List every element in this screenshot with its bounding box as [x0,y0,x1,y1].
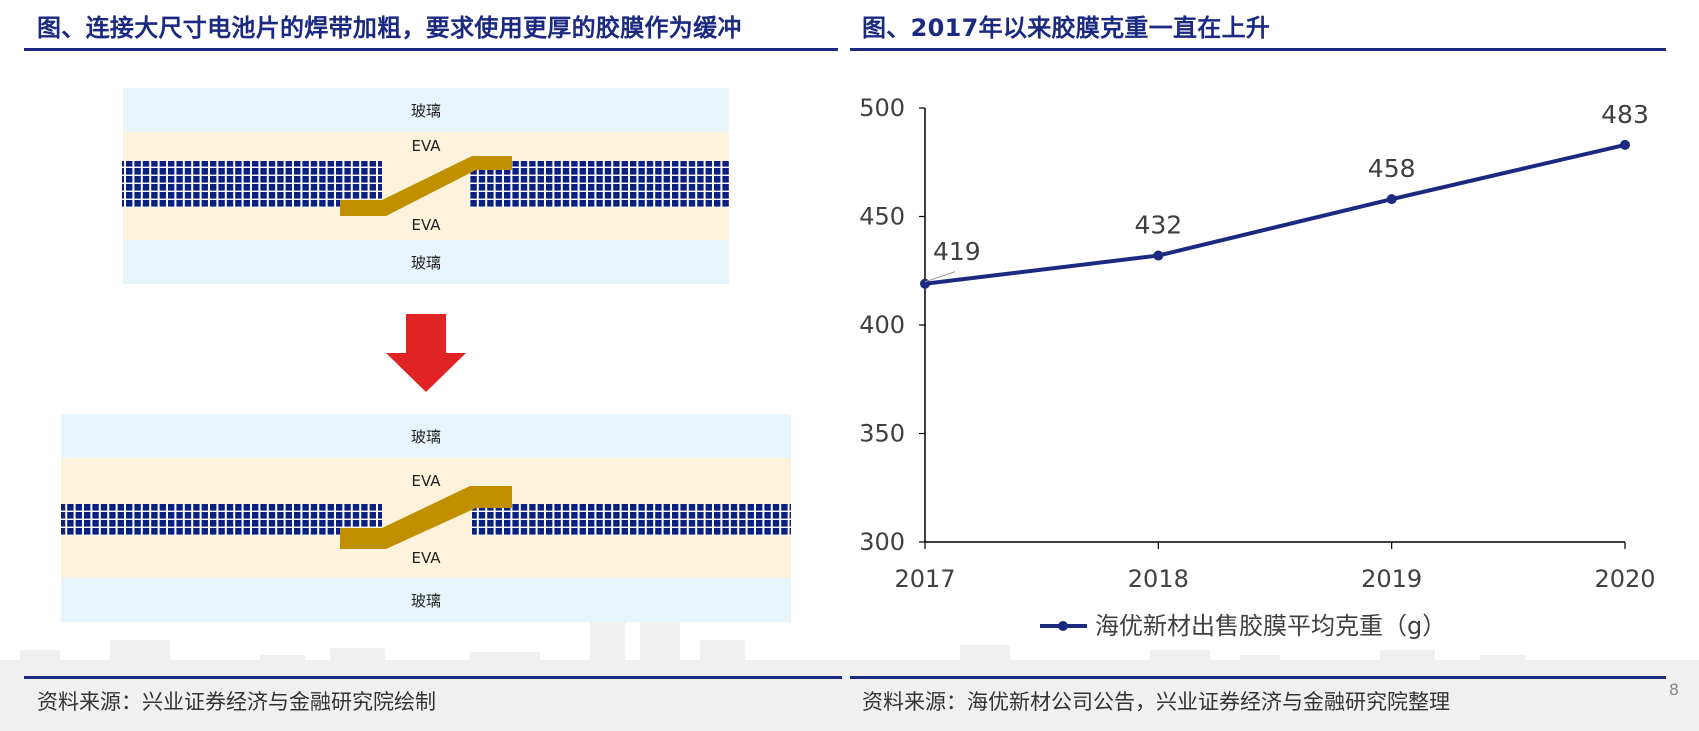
data-point [1386,194,1397,205]
chart-axes [919,107,1626,549]
x-tick-label: 2020 [1594,565,1655,593]
down-arrow-icon [386,314,466,392]
x-tick-label: 2018 [1128,565,1189,593]
right-header-rule [850,48,1666,51]
y-tick-labels: 300 350 400 450 500 [859,94,905,556]
series-line-group [924,142,1626,286]
bottom-glass-lower [61,578,791,622]
y-tick-label: 350 [859,420,905,448]
bottom-module-diagram: 玻璃 EVA EVA 玻璃 [61,414,791,622]
y-tick-label: 500 [859,94,905,122]
bottom-glass-upper-label: 玻璃 [411,428,441,446]
data-label: 432 [1134,211,1182,240]
data-label: 419 [933,237,981,266]
y-tick-label: 450 [859,203,905,231]
left-footer-rule [24,676,842,679]
top-eva-lower-label: EVA [411,216,441,234]
legend-point-marker [1058,621,1068,631]
bottom-eva-upper-label: EVA [411,472,441,490]
bottom-cell-left [61,504,382,536]
legend-series-label: 海优新材出售胶膜平均克重（g） [1095,612,1446,640]
data-label: 458 [1368,154,1416,183]
left-header-rule [24,48,838,51]
chart-legend: 海优新材出售胶膜平均克重（g） [1040,612,1446,640]
data-point [1153,250,1164,261]
top-glass-lower [123,240,729,284]
bottom-eva-lower-label: EVA [411,549,441,567]
bottom-cell-right [472,504,791,536]
top-glass-upper-label: 玻璃 [411,102,441,120]
data-points [920,139,1630,289]
series-line [924,142,1626,286]
top-cell-left [122,161,382,208]
top-glass-upper [123,88,729,132]
right-panel-title: 图、2017年以来胶膜克重一直在上升 [862,14,1271,42]
module-cross-section-diagram: 玻璃 EVA EVA 玻璃 玻璃 EVA EVA 玻璃 [61,88,791,622]
top-module-diagram: 玻璃 EVA EVA 玻璃 [122,88,729,284]
data-labels: 419 432 458 483 [924,100,1649,283]
x-tick-labels: 2017 2018 2019 2020 [894,565,1655,593]
data-label-leader [924,271,956,283]
top-ribbon [340,156,512,216]
bottom-glass-lower-label: 玻璃 [411,592,441,610]
data-point [1620,139,1630,150]
data-label: 483 [1601,100,1649,129]
top-glass-lower-label: 玻璃 [411,254,441,272]
bottom-glass-upper [61,414,791,458]
y-tick-label: 300 [859,528,905,556]
top-cell-right [470,161,729,208]
x-tick-label: 2017 [894,565,955,593]
x-tick-label: 2019 [1361,565,1422,593]
y-tick-label: 400 [859,311,905,339]
right-footer-rule [850,676,1666,679]
right-source-note: 资料来源：海优新材公司公告，兴业证券经济与金融研究院整理 [862,690,1450,714]
left-panel-title: 图、连接大尺寸电池片的焊带加粗，要求使用更厚的胶膜作为缓冲 [37,14,742,42]
bottom-ribbon [340,486,512,549]
left-source-note: 资料来源：兴业证券经济与金融研究院绘制 [37,690,436,714]
page-number: 8 [1668,680,1679,699]
top-eva-upper-label: EVA [411,137,441,155]
